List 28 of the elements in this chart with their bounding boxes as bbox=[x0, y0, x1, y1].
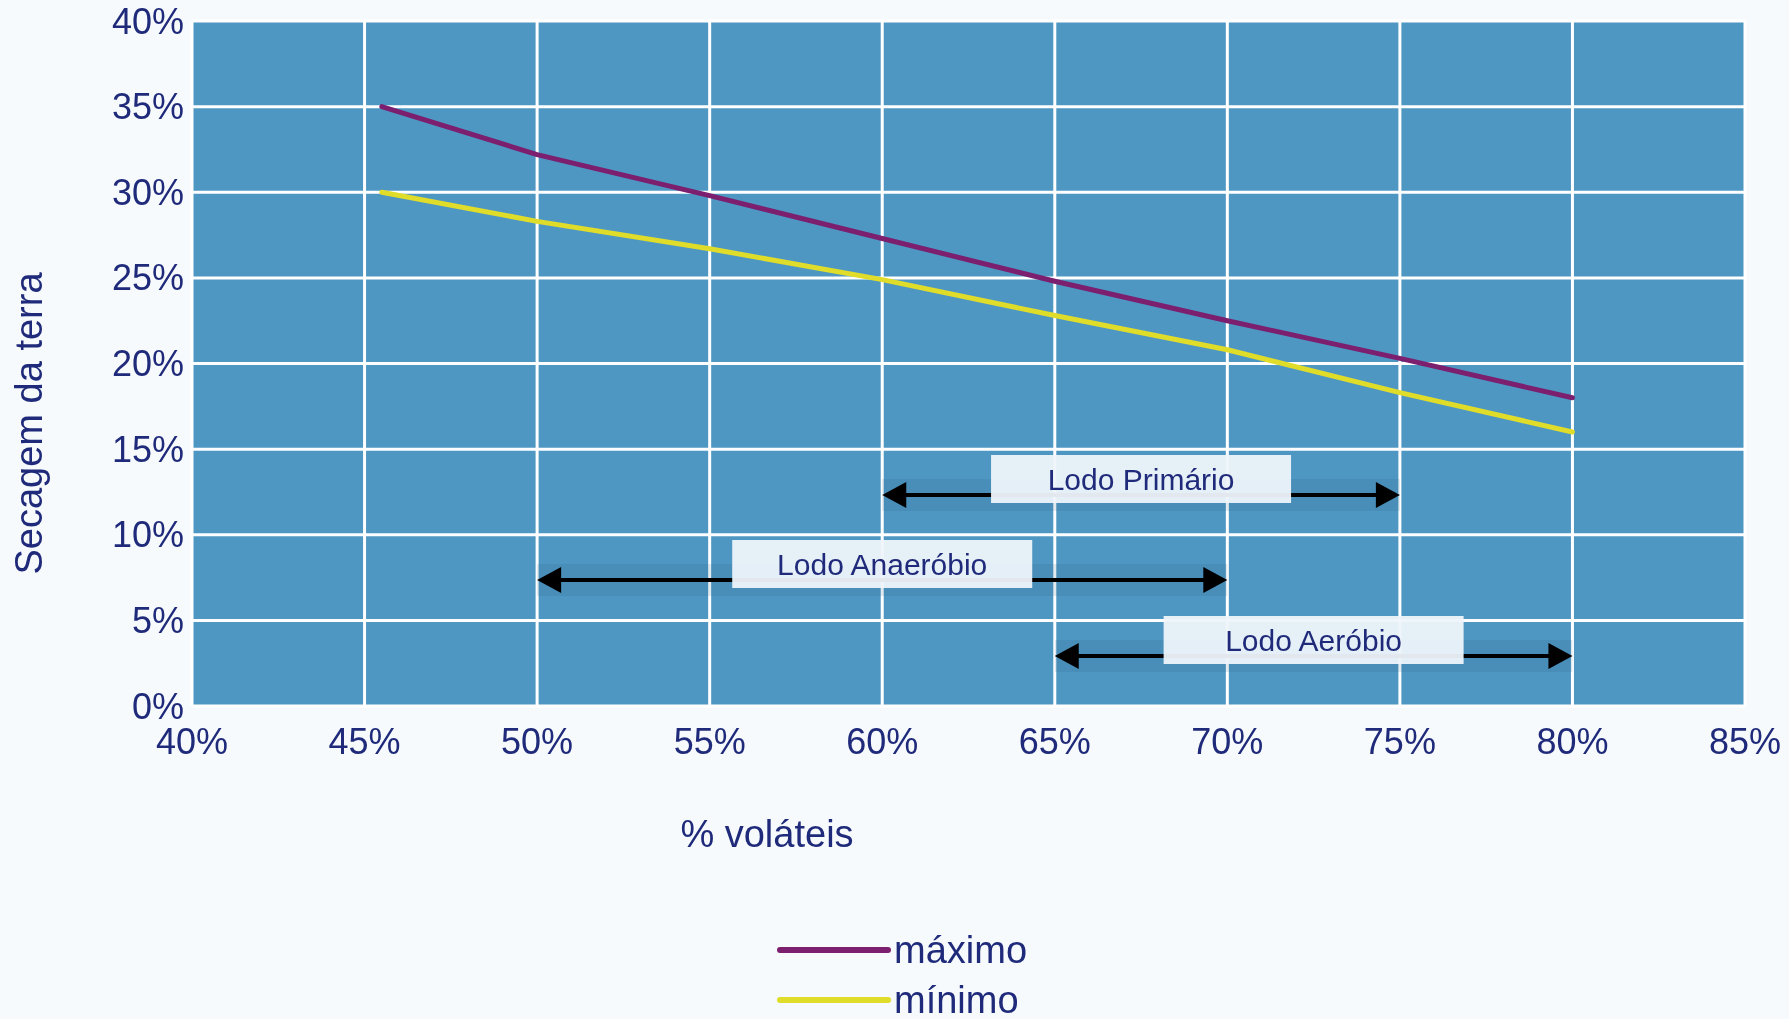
x-tick-label: 60% bbox=[846, 721, 919, 762]
x-axis-title: % voláteis bbox=[680, 813, 854, 855]
x-tick-label: 65% bbox=[1018, 721, 1091, 762]
y-tick-label: 35% bbox=[111, 86, 184, 128]
x-tick-label: 50% bbox=[501, 721, 574, 762]
band-label: Lodo Primário bbox=[1047, 462, 1235, 496]
legend-label: mínimo bbox=[894, 979, 1019, 1019]
y-tick-label: 25% bbox=[111, 257, 184, 299]
y-axis-title: Secagem da terra bbox=[8, 271, 50, 575]
y-tick-label: 10% bbox=[111, 514, 184, 556]
x-tick-label: 80% bbox=[1536, 721, 1609, 762]
x-tick-label: 70% bbox=[1191, 721, 1264, 762]
x-tick-label: 85% bbox=[1708, 721, 1782, 762]
y-tick-label: 30% bbox=[111, 171, 184, 213]
label-box: Lodo Aeróbio bbox=[1163, 616, 1464, 664]
y-tick-label: 0% bbox=[131, 685, 184, 727]
y-tick-label: 15% bbox=[111, 428, 184, 470]
x-tick-label: 55% bbox=[673, 721, 746, 762]
band-label: Lodo Anaeróbio bbox=[777, 547, 988, 581]
y-tick-label: 20% bbox=[111, 343, 184, 384]
x-tick-label: 45% bbox=[328, 721, 401, 762]
y-tick-label: 5% bbox=[131, 599, 184, 641]
legend-label: máximo bbox=[894, 929, 1028, 971]
x-tick-label: 75% bbox=[1363, 721, 1436, 762]
band-label: Lodo Aeróbio bbox=[1225, 623, 1403, 657]
label-box: Lodo Primário bbox=[991, 455, 1292, 503]
y-tick-label: 40% bbox=[111, 0, 184, 42]
label-box: Lodo Anaeróbio bbox=[732, 540, 1033, 588]
